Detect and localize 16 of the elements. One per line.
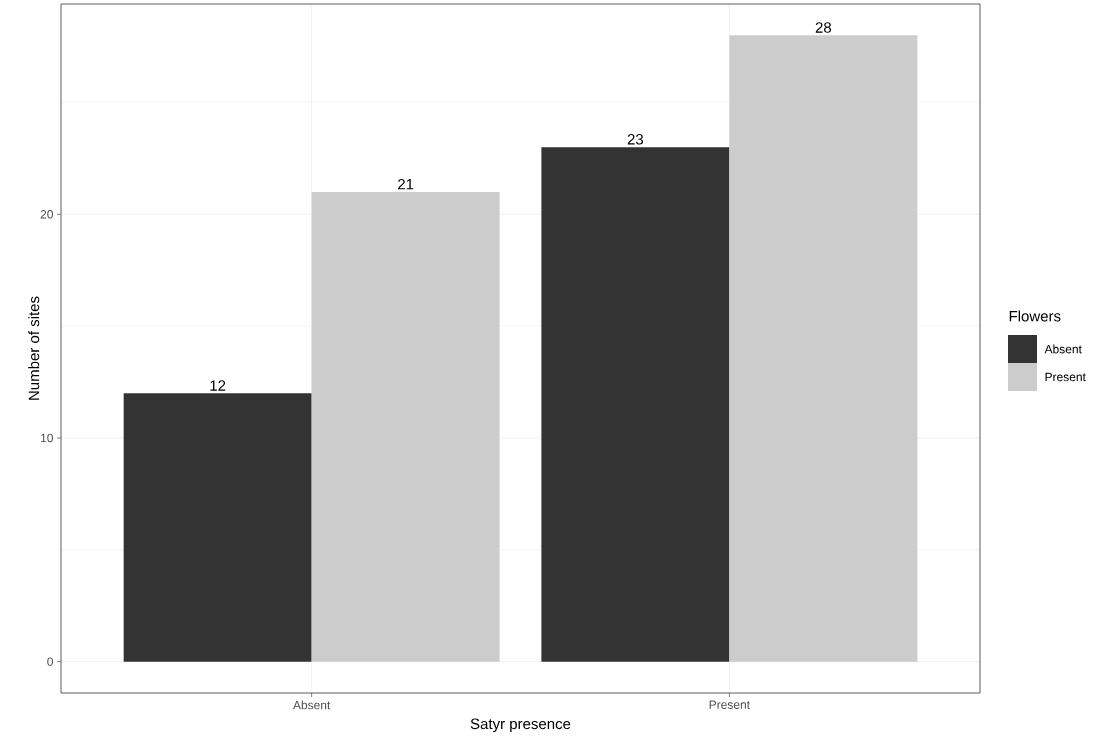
legend-label: Absent <box>1044 344 1082 354</box>
y-tick-label: 10 <box>41 433 53 443</box>
bar <box>311 191 500 662</box>
data-label: 28 <box>815 22 832 33</box>
bar <box>541 147 730 662</box>
legend-title: Flowers <box>1009 310 1061 322</box>
data-label: 12 <box>210 380 226 391</box>
data-label: 21 <box>398 178 414 190</box>
data-label: 23 <box>627 134 644 145</box>
legend-label: Present <box>1045 372 1086 382</box>
bar <box>123 393 312 662</box>
y-tick-label: 20 <box>40 210 53 219</box>
y-tick-label: 0 <box>47 657 53 666</box>
bar <box>729 35 918 662</box>
y-axis-title: Number of sites <box>28 296 40 400</box>
x-axis-title: Satyr presence <box>470 718 571 733</box>
